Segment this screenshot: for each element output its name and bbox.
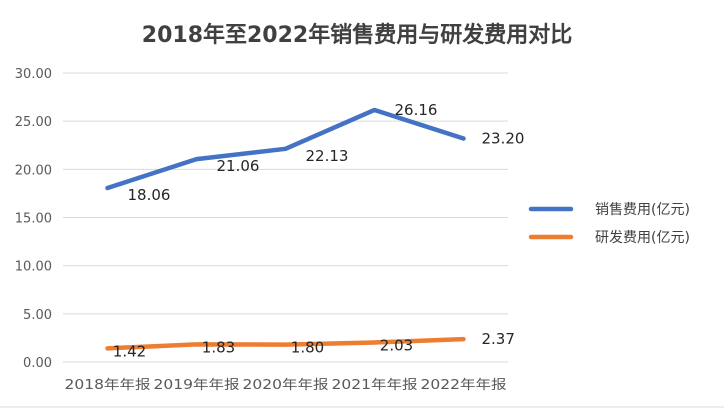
data-label: 23.20 [482, 130, 525, 148]
y-axis: 0.00 5.00 10.00 15.00 20.00 25.00 30.00 [15, 67, 52, 371]
chart-title: 2018年至2022年销售费用与研发费用对比 [142, 22, 572, 48]
data-label: 1.83 [202, 338, 235, 356]
data-label: 26.16 [395, 101, 438, 119]
y-tick-label: 5.00 [23, 308, 52, 323]
y-tick-label: 15.00 [15, 212, 52, 227]
legend-item-0[interactable]: 销售费用(亿元) [528, 202, 690, 218]
y-tick-label: 20.00 [15, 163, 52, 178]
legend[interactable]: 销售费用(亿元) 研发费用(亿元) [528, 202, 690, 246]
y-tick-label: 0.00 [23, 356, 52, 371]
series-group: 18.06 21.06 22.13 26.16 23.20 1.42 1.83 1.80 2.0… [105, 101, 525, 360]
series-0: 18.06 21.06 22.13 26.16 23.20 [105, 101, 525, 204]
x-tick-label: 2019年年报 [154, 378, 240, 393]
data-label: 22.13 [306, 147, 349, 165]
x-tick-label: 2022年年报 [421, 378, 507, 393]
legend-label: 销售费用(亿元) [595, 202, 690, 218]
y-tick-label: 30.00 [15, 67, 52, 82]
legend-label: 研发费用(亿元) [595, 230, 690, 246]
y-tick-label: 10.00 [15, 260, 52, 275]
series-1: 1.42 1.83 1.80 2.03 2.37 [105, 330, 515, 360]
data-label: 1.80 [291, 339, 324, 357]
series-line [105, 107, 466, 191]
gridlines [63, 72, 508, 363]
x-tick-label: 2020年年报 [243, 378, 329, 393]
data-label: 18.06 [128, 186, 171, 204]
x-tick-label: 2018年年报 [65, 378, 151, 393]
x-axis: 2018年年报 2019年年报 2020年年报 2021年年报 2022年年报 [65, 378, 507, 393]
x-tick-label: 2021年年报 [332, 378, 418, 393]
y-tick-label: 25.00 [15, 115, 52, 130]
data-label: 21.06 [217, 157, 260, 175]
data-label: 2.37 [482, 330, 515, 348]
data-label: 1.42 [113, 342, 146, 360]
legend-item-1[interactable]: 研发费用(亿元) [528, 230, 690, 246]
series-line [105, 336, 466, 351]
data-label: 2.03 [380, 336, 413, 354]
